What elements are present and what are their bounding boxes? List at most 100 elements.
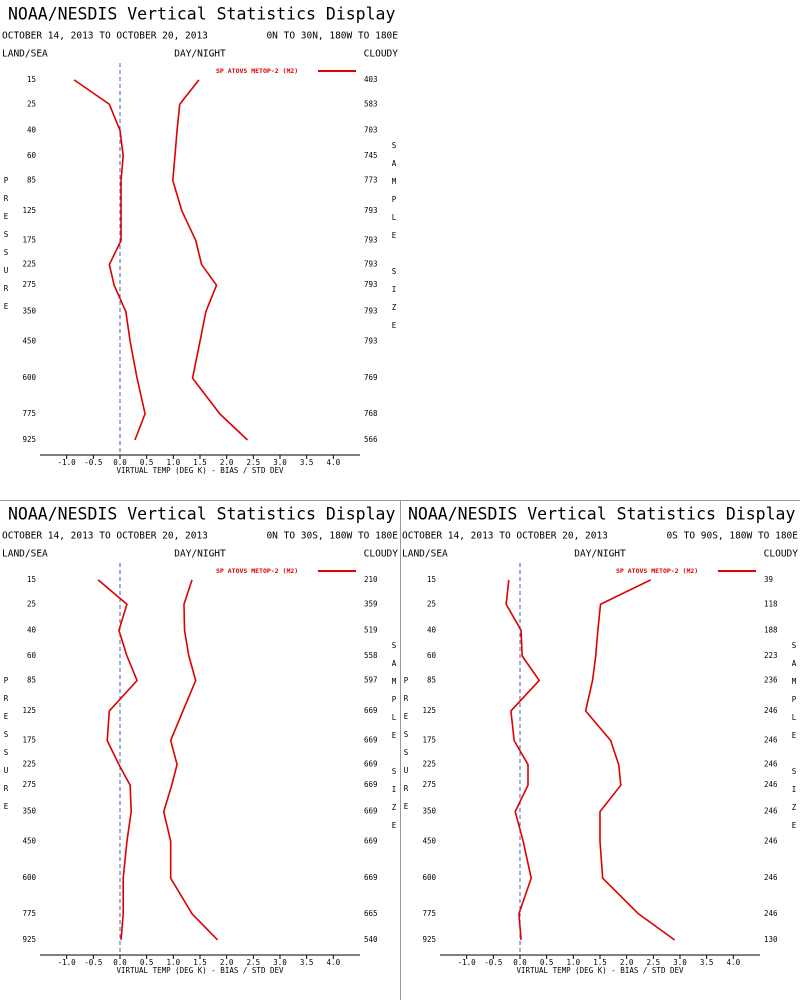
x-tick-label: -0.5 xyxy=(484,958,502,967)
header: CLOUDY xyxy=(364,549,399,560)
y-tick-label: 450 xyxy=(422,836,436,845)
x-tick-label: 2.0 xyxy=(220,458,234,467)
x-tick-label: 1.5 xyxy=(593,958,607,967)
y-tick-label: 85 xyxy=(27,675,36,684)
x-tick-label: 2.5 xyxy=(247,958,261,967)
sample-size: 669 xyxy=(364,836,378,845)
x-tick-label: 2.5 xyxy=(647,958,661,967)
sample-size: 769 xyxy=(364,373,378,382)
sample-size: 403 xyxy=(364,75,378,84)
profile-line xyxy=(505,579,540,941)
region: 0N TO 30S, 180W TO 180E xyxy=(266,531,398,542)
sample-size: 597 xyxy=(364,675,378,684)
y-tick-label: 15 xyxy=(427,575,436,584)
sample-size: 130 xyxy=(764,935,778,944)
y-tick-label: 775 xyxy=(22,409,36,418)
y-tick-label: 60 xyxy=(27,651,37,660)
y-tick-label: 60 xyxy=(427,651,437,660)
profile-line xyxy=(172,79,249,441)
y-tick-label: 350 xyxy=(22,307,36,316)
y-tick-label: 275 xyxy=(422,780,436,789)
x-tick-label: 1.5 xyxy=(193,958,207,967)
y-tick-label: 600 xyxy=(22,873,36,882)
panel: NOAA/NESDIS Vertical Statistics Display O… xyxy=(2,505,398,976)
x-tick-label: 2.5 xyxy=(247,458,261,467)
sample-size: 118 xyxy=(764,599,778,608)
sample-size: 246 xyxy=(764,873,778,882)
x-tick-label: 0.5 xyxy=(140,958,154,967)
y-tick-label: 40 xyxy=(427,625,437,634)
panel: NOAA/NESDIS Vertical Statistics Display O… xyxy=(402,505,798,976)
y-tick-label: 40 xyxy=(27,125,37,134)
sample-size: 665 xyxy=(364,909,378,918)
sample-size: 793 xyxy=(364,307,378,316)
header: DAY/NIGHT xyxy=(174,49,226,60)
sample-size: 540 xyxy=(364,935,378,944)
sample-size: 210 xyxy=(364,575,378,584)
legend-label: SP ATOVS METOP-2 (M2) xyxy=(616,567,698,575)
x-tick-label: 0.5 xyxy=(140,458,154,467)
sample-size: 246 xyxy=(764,836,778,845)
panel: NOAA/NESDIS Vertical Statistics Display O… xyxy=(2,5,398,476)
y-tick-label: 125 xyxy=(22,706,36,715)
region: 0S TO 90S, 180W TO 180E xyxy=(666,531,798,542)
x-tick-label: 1.5 xyxy=(193,458,207,467)
y-tick-label: 125 xyxy=(22,206,36,215)
y-tick-label: 25 xyxy=(27,99,36,108)
y-tick-label: 600 xyxy=(422,873,436,882)
sample-size: 246 xyxy=(764,780,778,789)
chart-subtitle: OCTOBER 14, 2013 TO OCTOBER 20, 2013 xyxy=(2,531,208,542)
y-tick-label: 60 xyxy=(27,151,37,160)
x-tick-label: -1.0 xyxy=(458,958,477,967)
sample-size: 745 xyxy=(364,151,378,160)
profile-line xyxy=(73,79,146,441)
sample-size: 768 xyxy=(364,409,378,418)
sample-size: 246 xyxy=(764,807,778,816)
y-tick-label: 175 xyxy=(22,735,36,744)
sample-size: 793 xyxy=(364,336,378,345)
chart-title: NOAA/NESDIS Vertical Statistics Display xyxy=(8,5,395,24)
header: LAND/SEA xyxy=(2,549,48,560)
y-tick-label: 600 xyxy=(22,373,36,382)
sample-size: 793 xyxy=(364,260,378,269)
y-tick-label: 225 xyxy=(22,760,36,769)
x-axis-label: VIRTUAL TEMP (DEG K) - BIAS / STD DEV xyxy=(116,466,284,475)
sample-size: 246 xyxy=(764,760,778,769)
y-tick-label: 25 xyxy=(427,599,436,608)
sample-size: 566 xyxy=(364,435,378,444)
x-tick-label: -0.5 xyxy=(84,958,102,967)
sample-size: 703 xyxy=(364,125,378,134)
y-tick-label: 275 xyxy=(22,280,36,289)
header: DAY/NIGHT xyxy=(574,549,626,560)
sample-size: 669 xyxy=(364,735,378,744)
x-tick-label: 3.5 xyxy=(700,958,714,967)
profile-line xyxy=(162,579,219,941)
profile-line xyxy=(584,579,676,941)
y-tick-label: 925 xyxy=(22,935,36,944)
sample-size: 246 xyxy=(764,735,778,744)
sample-size: 669 xyxy=(364,873,378,882)
y-tick-label: 225 xyxy=(22,260,36,269)
y-tick-label: 275 xyxy=(22,780,36,789)
sample-size: 39 xyxy=(764,575,773,584)
x-axis-label: VIRTUAL TEMP (DEG K) - BIAS / STD DEV xyxy=(116,966,284,975)
sample-size: 669 xyxy=(364,807,378,816)
profile-line xyxy=(97,579,138,941)
x-tick-label: 1.0 xyxy=(167,458,181,467)
chart-title: NOAA/NESDIS Vertical Statistics Display xyxy=(8,505,395,524)
legend-label: SP ATOVS METOP-2 (M2) xyxy=(216,67,298,75)
y-tick-label: 925 xyxy=(422,935,436,944)
x-tick-label: -1.0 xyxy=(58,458,77,467)
x-tick-label: 3.5 xyxy=(300,458,314,467)
sample-size: 669 xyxy=(364,760,378,769)
sample-size: 669 xyxy=(364,706,378,715)
region: 0N TO 30N, 180W TO 180E xyxy=(266,31,398,42)
x-axis-label: VIRTUAL TEMP (DEG K) - BIAS / STD DEV xyxy=(516,966,684,975)
y-tick-label: 450 xyxy=(22,836,36,845)
x-tick-label: 2.0 xyxy=(220,958,234,967)
y-tick-label: 450 xyxy=(22,336,36,345)
y-tick-label: 775 xyxy=(22,909,36,918)
